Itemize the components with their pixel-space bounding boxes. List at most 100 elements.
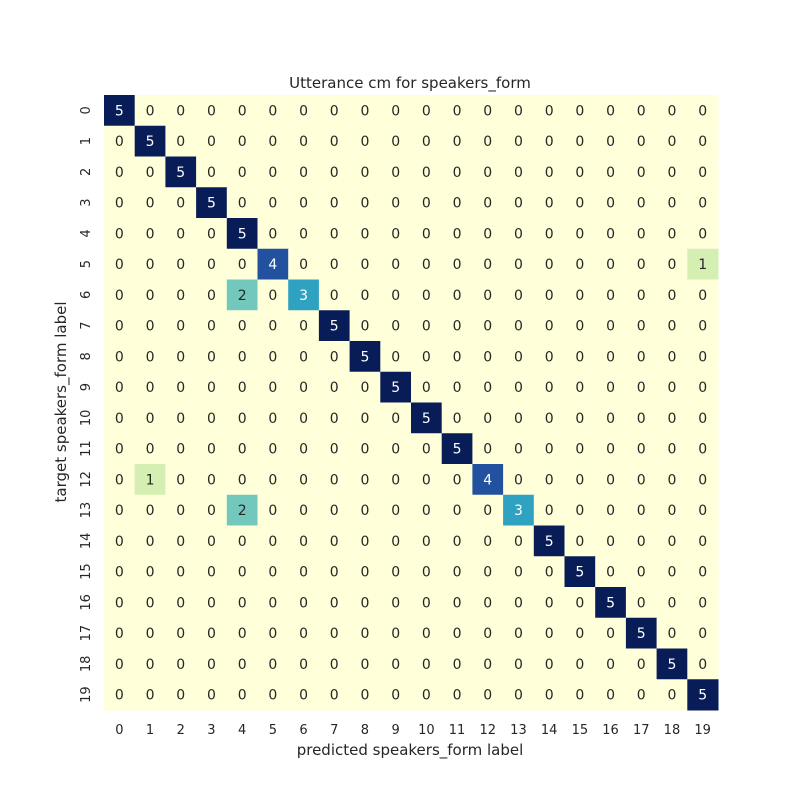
- heatmap-cell: [625, 187, 658, 219]
- cell-value-label: 0: [115, 472, 124, 488]
- heatmap-cell: [533, 617, 565, 649]
- cell-value-label: 0: [637, 103, 646, 119]
- cell-value-label: 0: [299, 534, 308, 550]
- cell-value-label: 0: [360, 565, 369, 581]
- heatmap-cell: [104, 464, 136, 496]
- heatmap-cell: [595, 402, 627, 434]
- cell-value-label: 0: [207, 165, 216, 181]
- cell-value-label: 0: [545, 380, 554, 396]
- heatmap-cell: [226, 494, 258, 526]
- cell-value-label: 0: [146, 442, 155, 458]
- heatmap-cell: [380, 587, 412, 619]
- cell-value-label: 0: [115, 688, 124, 704]
- cell-value-label: 0: [238, 134, 247, 150]
- cell-value-label: 0: [575, 380, 584, 396]
- cell-value-label: 0: [299, 134, 308, 150]
- heatmap-cell: [226, 556, 258, 588]
- heatmap-cell: [349, 433, 381, 465]
- heatmap-cell: [656, 433, 688, 465]
- heatmap-cell: [196, 494, 228, 526]
- heatmap-cell: [318, 464, 351, 496]
- cell-value-label: 0: [299, 380, 308, 396]
- heatmap-cell: [134, 310, 166, 342]
- heatmap-cell: [656, 648, 688, 680]
- heatmap-cell: [104, 279, 136, 311]
- heatmap-cell: [257, 494, 289, 526]
- cell-value-label: 0: [422, 103, 431, 119]
- heatmap-cell: [564, 371, 596, 403]
- cell-value-label: 0: [238, 595, 247, 611]
- cell-value-label: 0: [637, 411, 646, 427]
- x-axis-label: predicted speakers_form label: [297, 741, 524, 760]
- y-tick-label: 11: [79, 440, 94, 457]
- heatmap-cell: [134, 617, 166, 649]
- cell-value-label: 5: [575, 565, 584, 581]
- cell-value-label: 0: [146, 411, 155, 427]
- cell-value-label: 0: [238, 196, 247, 212]
- heatmap-cell: [134, 402, 166, 434]
- cell-value-label: 0: [606, 472, 615, 488]
- cell-value-label: 0: [360, 688, 369, 704]
- cell-value-label: 0: [575, 319, 584, 335]
- heatmap-cell: [625, 679, 658, 711]
- heatmap-cell: [134, 679, 166, 711]
- heatmap-cell: [595, 187, 627, 219]
- heatmap-cell: [349, 617, 381, 649]
- cell-value-label: 0: [667, 103, 676, 119]
- heatmap-cell: [226, 371, 258, 403]
- cell-value-label: 0: [146, 288, 155, 304]
- cell-value-label: 5: [453, 442, 462, 458]
- cell-value-label: 0: [391, 411, 400, 427]
- cell-value-label: 0: [637, 503, 646, 519]
- heatmap-cell: [533, 371, 565, 403]
- x-tick-label: 8: [361, 723, 369, 738]
- cell-value-label: 0: [606, 534, 615, 550]
- cell-value-label: 0: [514, 626, 523, 642]
- cell-value-label: 0: [453, 595, 462, 611]
- cell-value-label: 0: [453, 319, 462, 335]
- heatmap-cell: [687, 187, 719, 219]
- cell-value-label: 0: [698, 442, 707, 458]
- cell-value-label: 0: [698, 349, 707, 365]
- heatmap-cell: [472, 187, 504, 219]
- cell-value-label: 0: [146, 380, 155, 396]
- cell-value-label: 0: [637, 472, 646, 488]
- heatmap-cell: [656, 125, 688, 157]
- heatmap-cell: [226, 464, 258, 496]
- y-tick-label: 0: [79, 106, 94, 114]
- cell-value-label: 0: [115, 196, 124, 212]
- heatmap-cell: [411, 525, 443, 557]
- heatmap-cell: [226, 156, 258, 188]
- cell-value-label: 0: [514, 565, 523, 581]
- cell-value-label: 0: [268, 565, 277, 581]
- y-tick-label: 4: [79, 229, 94, 237]
- heatmap-cell: [625, 402, 658, 434]
- heatmap-cell: [196, 218, 228, 250]
- cell-value-label: 0: [606, 196, 615, 212]
- cell-value-label: 0: [360, 472, 369, 488]
- cell-value-label: 0: [207, 626, 216, 642]
- heatmap-cell: [349, 494, 381, 526]
- cell-value-label: 0: [268, 472, 277, 488]
- x-tick-label: 7: [330, 723, 338, 738]
- cell-value-label: 0: [299, 226, 308, 242]
- cell-value-label: 5: [176, 165, 185, 181]
- heatmap-cell: [288, 464, 320, 496]
- heatmap-cell: [196, 587, 228, 619]
- cell-value-label: 0: [575, 134, 584, 150]
- heatmap-cell: [533, 95, 565, 127]
- cell-value-label: 0: [637, 442, 646, 458]
- heatmap-cell: [595, 156, 627, 188]
- heatmap-cell: [165, 218, 197, 250]
- heatmap-cell: [564, 679, 596, 711]
- heatmap-cell: [134, 341, 166, 373]
- cell-value-label: 0: [207, 288, 216, 304]
- cell-value-label: 0: [545, 226, 554, 242]
- cell-value-label: 0: [514, 226, 523, 242]
- heatmap-cell: [380, 310, 412, 342]
- cell-value-label: 0: [330, 657, 339, 673]
- cell-value-label: 0: [207, 472, 216, 488]
- heatmap-cell: [288, 587, 320, 619]
- heatmap-cell: [441, 587, 473, 619]
- cell-value-label: 0: [299, 565, 308, 581]
